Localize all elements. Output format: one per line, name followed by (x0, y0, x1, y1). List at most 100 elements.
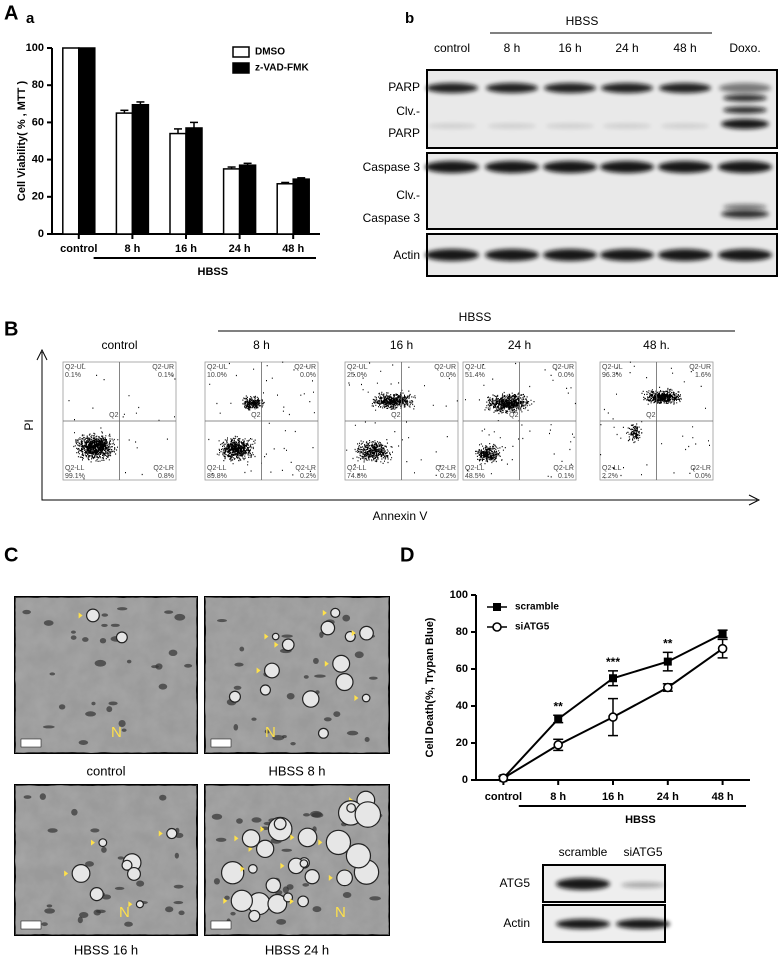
blot-column: 48 h (673, 41, 696, 55)
em-arrow (90, 839, 95, 846)
error-bar (281, 181, 290, 184)
group-label: HBSS (198, 266, 229, 278)
em-organelle (49, 672, 56, 676)
em-nucleus: N (335, 904, 346, 921)
em-arrow (234, 835, 239, 842)
em-organelle (311, 812, 324, 818)
em-arrow (240, 865, 245, 872)
quadrant-name: Q2-LL (465, 465, 485, 472)
flow-events (68, 363, 176, 480)
em-organelle (106, 706, 113, 713)
flow-events (346, 362, 458, 476)
blot-group-label: HBSS (566, 14, 599, 28)
em-vacuole (273, 817, 287, 831)
bar (169, 132, 187, 235)
blot-column: control (434, 41, 470, 55)
blot-column: 8 h (504, 41, 521, 55)
em-vacuole (264, 662, 280, 679)
y-tick-label: 0 (38, 228, 44, 240)
em-organelle (233, 685, 242, 690)
em-organelle (82, 637, 89, 642)
blot-row: ATG5 (500, 876, 531, 890)
em-organelle (126, 659, 132, 664)
blot-band (488, 123, 536, 129)
em-organelle (303, 675, 309, 679)
flow-plot-label: 48 h. (643, 338, 670, 352)
em-organelle (251, 817, 262, 823)
legend-marker (492, 622, 502, 632)
quadrant-value: 0.0% (440, 372, 456, 379)
em-arrow (318, 839, 323, 846)
y-tick-label: 60 (32, 116, 44, 128)
em-organelle (184, 663, 193, 668)
em-caption: HBSS 24 h (265, 942, 329, 957)
bar (78, 47, 96, 235)
bar (292, 178, 310, 235)
em-vacuole (241, 829, 261, 848)
blot-column: 16 h (558, 41, 581, 55)
blot-column: 24 h (615, 41, 638, 55)
y-tick-label: 40 (456, 700, 468, 712)
y-tick-label: 40 (32, 154, 44, 166)
blot-band (658, 249, 712, 261)
y-axis-label: Cell Viability( % , MTT ) (16, 81, 28, 202)
em-organelle (354, 651, 364, 659)
bar (276, 183, 294, 235)
flow-plot-label: 16 h (390, 338, 413, 352)
em-organelle (44, 908, 56, 914)
blot-band (719, 83, 771, 93)
em-organelle (108, 701, 118, 706)
em-vacuole (259, 684, 271, 696)
em-vacuole (98, 838, 108, 848)
em-organelle (42, 725, 55, 729)
em-arrow (64, 870, 69, 877)
legend-label: DMSO (255, 47, 285, 58)
quadrant-value: 96.3% (602, 372, 622, 379)
em-organelle (85, 861, 94, 867)
blot-row: Actin (503, 916, 530, 930)
em-organelle (85, 711, 97, 717)
y-axis-label: Cell Death(%, Trypan Blue) (424, 617, 436, 757)
y-tick-label: 0 (462, 774, 468, 786)
em-organelle (101, 846, 107, 853)
em-organelle (234, 662, 244, 667)
em-organelle (236, 818, 243, 824)
em-organelle (99, 637, 107, 644)
legend-label: z-VAD-FMK (255, 63, 309, 74)
marker (554, 714, 563, 723)
em-organelle (158, 683, 168, 690)
quadrant-center: Q2 (109, 412, 118, 419)
quadrant-name: Q2-UL (207, 364, 228, 371)
blot-band (485, 161, 539, 173)
em-organelle (369, 896, 381, 901)
x-tick-label: 24 h (657, 791, 679, 803)
quadrant-value: 74.8% (347, 473, 367, 480)
blot-band (723, 94, 767, 102)
em-organelle (281, 848, 293, 852)
quadrant-name: Q2-LL (602, 465, 622, 472)
quadrant-name: Q2-UR (152, 364, 174, 371)
em-texture (15, 597, 197, 753)
em-vacuole (115, 631, 128, 644)
em-nucleus: N (111, 724, 122, 741)
marker (608, 712, 618, 722)
em-organelle (70, 630, 76, 634)
quadrant-value: 51.4% (465, 372, 485, 379)
em-texture (15, 785, 197, 935)
x-tick-label: 8 h (124, 243, 140, 255)
em-organelle (251, 717, 257, 721)
em-organelle (118, 720, 126, 727)
em-organelle (165, 906, 174, 913)
em-organelle (272, 734, 285, 741)
annotation: *** (606, 655, 620, 669)
em-organelle (114, 886, 125, 890)
group-label: HBSS (625, 814, 656, 826)
em-organelle (276, 918, 287, 925)
em-vacuole (297, 895, 310, 908)
em-arrow (328, 874, 333, 881)
em-arrow (158, 830, 163, 837)
blot-band (616, 919, 670, 929)
error-bar (190, 121, 198, 128)
em-vacuole (89, 887, 104, 902)
blot-band (721, 210, 769, 218)
